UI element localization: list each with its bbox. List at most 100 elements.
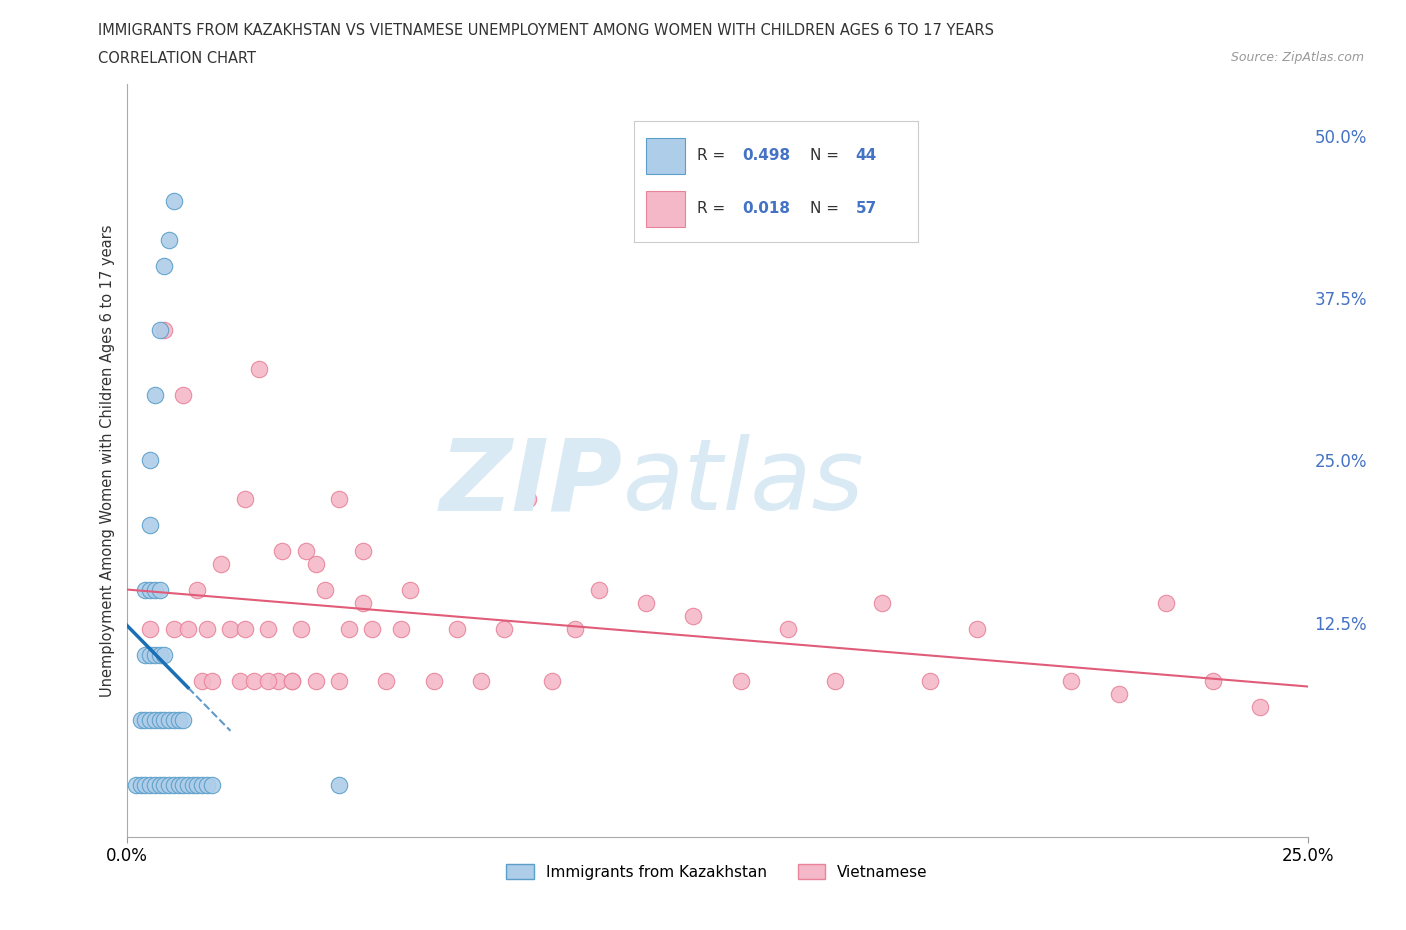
Point <box>281 673 304 688</box>
Point <box>167 712 190 727</box>
Point <box>153 777 176 792</box>
Point <box>143 388 166 403</box>
Point <box>1202 673 1225 688</box>
Point <box>540 673 562 688</box>
Point <box>422 673 444 688</box>
Point <box>143 647 166 662</box>
Point <box>195 777 218 792</box>
Point <box>588 583 610 598</box>
Point <box>399 583 422 598</box>
Point <box>243 673 266 688</box>
Text: IMMIGRANTS FROM KAZAKHSTAN VS VIETNAMESE UNEMPLOYMENT AMONG WOMEN WITH CHILDREN : IMMIGRANTS FROM KAZAKHSTAN VS VIETNAMESE… <box>98 23 994 38</box>
Point <box>337 622 360 637</box>
Point <box>139 583 162 598</box>
Point <box>191 673 214 688</box>
Point <box>186 583 208 598</box>
Point <box>290 622 312 637</box>
Point <box>163 712 186 727</box>
Point <box>636 596 658 611</box>
Point <box>229 673 252 688</box>
Point <box>1108 686 1130 701</box>
Point <box>139 647 162 662</box>
Point <box>149 583 172 598</box>
Point <box>139 777 162 792</box>
Point <box>872 596 894 611</box>
Point <box>257 622 280 637</box>
Point <box>172 388 194 403</box>
Point <box>181 777 204 792</box>
Y-axis label: Unemployment Among Women with Children Ages 6 to 17 years: Unemployment Among Women with Children A… <box>100 224 115 697</box>
Point <box>281 673 304 688</box>
Point <box>233 492 256 507</box>
Point <box>295 544 318 559</box>
Point <box>157 777 180 792</box>
Point <box>375 673 398 688</box>
Point <box>200 777 222 792</box>
Point <box>824 673 846 688</box>
Point <box>134 647 156 662</box>
Point <box>267 673 290 688</box>
Point <box>143 583 166 598</box>
Point <box>352 596 374 611</box>
Point <box>195 622 218 637</box>
Point <box>564 622 586 637</box>
Point <box>328 777 350 792</box>
Point <box>134 583 156 598</box>
Point <box>361 622 384 637</box>
Point <box>186 777 208 792</box>
Point <box>157 712 180 727</box>
Point <box>328 492 350 507</box>
Legend: Immigrants from Kazakhstan, Vietnamese: Immigrants from Kazakhstan, Vietnamese <box>501 857 934 886</box>
Point <box>139 453 162 468</box>
Point <box>304 673 326 688</box>
Point <box>153 712 176 727</box>
Point <box>153 647 176 662</box>
Point <box>682 609 704 624</box>
Point <box>139 622 162 637</box>
Point <box>153 323 176 338</box>
Point <box>143 777 166 792</box>
Point <box>1060 673 1083 688</box>
Point <box>172 777 194 792</box>
Point <box>446 622 468 637</box>
Point <box>257 673 280 688</box>
Point <box>149 647 172 662</box>
Point <box>129 777 152 792</box>
Point <box>314 583 336 598</box>
Point <box>918 673 941 688</box>
Text: CORRELATION CHART: CORRELATION CHART <box>98 51 256 66</box>
Point <box>163 193 186 208</box>
Point <box>776 622 799 637</box>
Point <box>163 777 186 792</box>
Point <box>149 777 172 792</box>
Point <box>153 259 176 273</box>
Point <box>125 777 148 792</box>
Point <box>157 232 180 247</box>
Point <box>219 622 242 637</box>
Point <box>352 544 374 559</box>
Point <box>304 557 326 572</box>
Point <box>517 492 540 507</box>
Point <box>730 673 752 688</box>
Point <box>163 622 186 637</box>
Point <box>172 712 194 727</box>
Point <box>167 777 190 792</box>
Point <box>494 622 516 637</box>
Point <box>470 673 492 688</box>
Point <box>143 712 166 727</box>
Point <box>200 673 222 688</box>
Text: ZIP: ZIP <box>440 434 623 531</box>
Point <box>209 557 232 572</box>
Point <box>1249 699 1271 714</box>
Point <box>139 712 162 727</box>
Point <box>389 622 412 637</box>
Point <box>1154 596 1177 611</box>
Point <box>129 712 152 727</box>
Point <box>966 622 988 637</box>
Point <box>149 712 172 727</box>
Text: atlas: atlas <box>623 434 865 531</box>
Point <box>247 362 270 377</box>
Point <box>328 673 350 688</box>
Text: Source: ZipAtlas.com: Source: ZipAtlas.com <box>1230 51 1364 64</box>
Point <box>134 777 156 792</box>
